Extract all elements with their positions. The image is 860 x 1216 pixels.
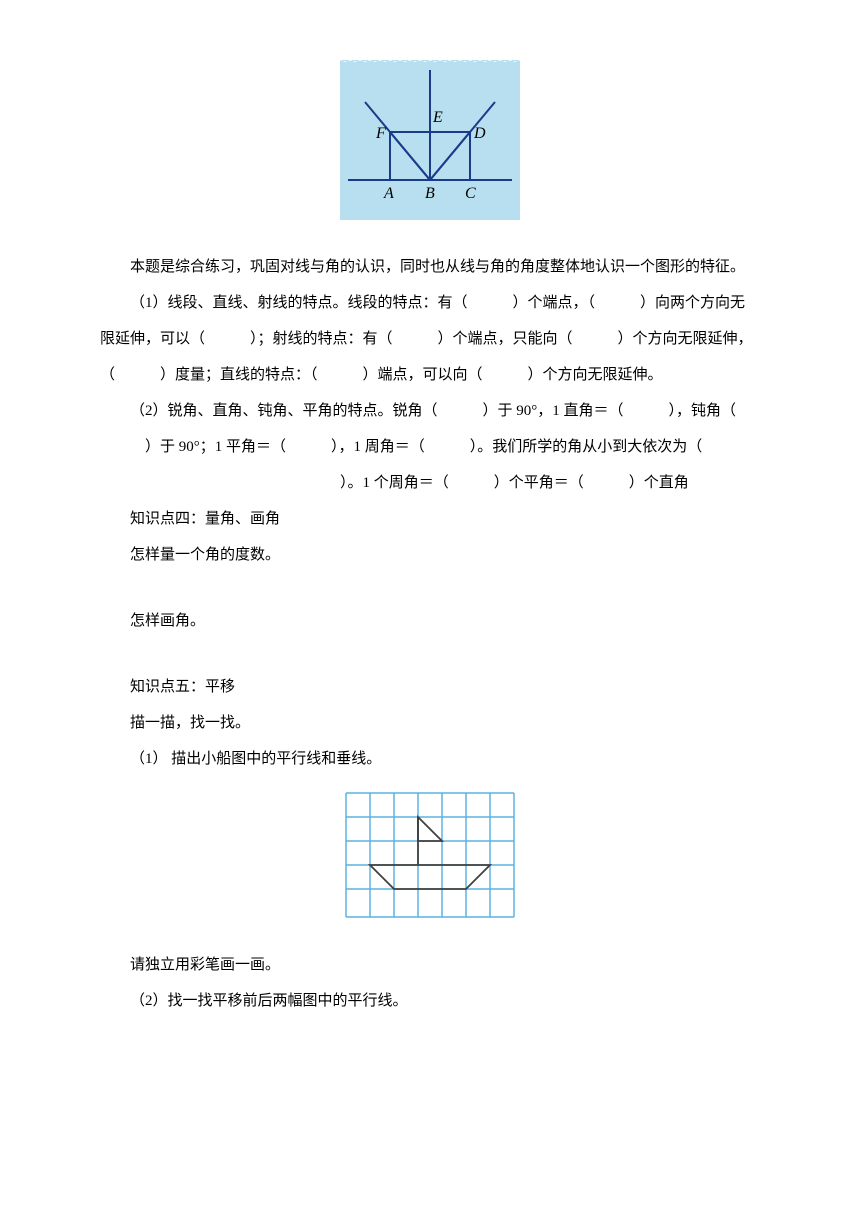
- question-2: （2）锐角、直角、钝角、平角的特点。锐角（ ）于 90°，1 直角＝（ ），钝角（ ）…: [100, 393, 760, 501]
- geometry-figure: E F D A B C: [100, 60, 760, 234]
- boat-figure: [100, 792, 760, 932]
- intro-text: 本题是综合练习，巩固对线与角的认识，同时也从线与角的角度整体地认识一个图形的特征…: [100, 249, 760, 285]
- kp5-line1: 描一描，找一找。: [100, 705, 760, 741]
- kp5-line4: （2）找一找平移前后两幅图中的平行线。: [100, 983, 760, 1019]
- q1-p5: ）个端点，只能向（: [438, 331, 573, 347]
- q2-p2: ）于 90°，1 直角＝（: [483, 403, 624, 419]
- svg-text:E: E: [432, 109, 443, 126]
- svg-text:C: C: [465, 185, 476, 202]
- kp4-title: 知识点四：量角、画角: [100, 501, 760, 537]
- kp5-line2: （1） 描出小船图中的平行线和垂线。: [100, 741, 760, 777]
- q1-p4: ）；射线的特点：有（: [250, 331, 393, 347]
- svg-text:B: B: [425, 185, 435, 202]
- q2-p7: ）。1 个周角＝（: [340, 475, 449, 491]
- q2-p8: ）个平角＝（: [494, 475, 584, 491]
- kp5-title: 知识点五：平移: [100, 669, 760, 705]
- q2-p9: ）个直角: [629, 475, 689, 491]
- svg-text:D: D: [473, 125, 486, 142]
- q2-p5: ），1 周角＝（: [331, 439, 425, 455]
- kp5-line3: 请独立用彩笔画一画。: [100, 947, 760, 983]
- question-1: （1）线段、直线、射线的特点。线段的特点：有（）个端点，（）向两个方向无限延伸，…: [100, 285, 760, 393]
- q1-p2: ）个端点，（: [513, 295, 596, 311]
- q2-p4: ）于 90°；1 平角＝（: [145, 439, 286, 455]
- q1-p7: ）度量；直线的特点：（: [160, 367, 318, 383]
- q2-p6: ）。我们所学的角从小到大依次为（: [470, 439, 703, 455]
- kp4-line1: 怎样量一个角的度数。: [100, 537, 760, 573]
- svg-text:A: A: [383, 185, 394, 202]
- q2-p3: ），钝角（: [669, 403, 737, 419]
- kp4-line2: 怎样画角。: [100, 603, 760, 639]
- svg-text:F: F: [375, 125, 386, 142]
- q1-p1: （1）线段、直线、射线的特点。线段的特点：有（: [130, 295, 468, 311]
- q1-p8: ）端点，可以向（: [363, 367, 483, 383]
- q1-p9: ）个方向无限延伸。: [528, 367, 663, 383]
- q2-p1: （2）锐角、直角、钝角、平角的特点。锐角（: [130, 403, 438, 419]
